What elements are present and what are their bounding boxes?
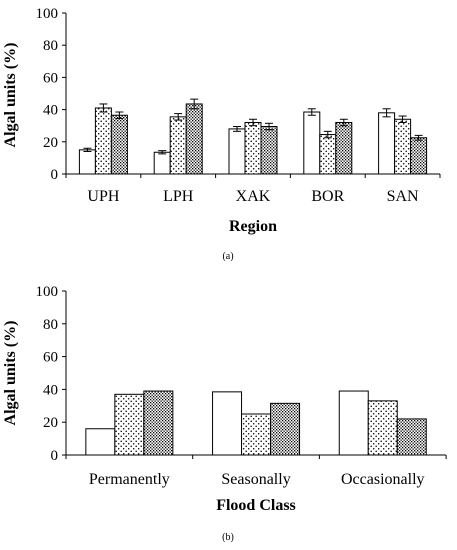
chart-a-caption: (a) xyxy=(222,251,233,262)
chart-b-bar-seasonally-blank xyxy=(212,391,243,456)
chart-b-y-tick-label: 40 xyxy=(43,382,58,398)
chart-a-y-tick-label: 60 xyxy=(43,70,58,86)
chart-b-caption: (b) xyxy=(222,532,234,543)
chart-a-category-label: SAN xyxy=(387,188,419,205)
chart-b-y-tick-label: 100 xyxy=(36,284,59,300)
chart-b-category-label: Permanently xyxy=(89,471,170,488)
chart-a-bar-uph-dotted xyxy=(94,107,112,175)
chart-b-y-tick-label: 0 xyxy=(51,448,59,464)
chart-b-bar-seasonally-dense-dotted xyxy=(270,402,301,456)
chart-a-y-tick-label: 20 xyxy=(43,135,58,151)
chart-a-y-tick-label: 40 xyxy=(43,103,58,119)
chart-b-bar-occasionally-dense-dotted xyxy=(396,418,427,456)
chart-b-y-axis-title: Algal units (%) xyxy=(2,321,19,426)
chart-a-x-axis-title: Region xyxy=(229,218,277,235)
chart-b-bar-permanently-dense-dotted xyxy=(143,390,174,456)
chart-a-bar-bor-dotted xyxy=(319,134,337,175)
chart-a-bar-lph-dotted xyxy=(169,116,187,175)
chart-b-bar-permanently-blank xyxy=(85,428,116,456)
chart-b-bar-occasionally-dotted xyxy=(367,400,398,456)
chart-b: 0 20 40 60 80 100 Permanently Seasonally Occasi… xyxy=(2,284,447,543)
chart-b-category-label: Seasonally xyxy=(221,471,290,488)
chart-a-bar-xak-dotted xyxy=(244,121,262,175)
chart-a-category-label: UPH xyxy=(87,188,119,205)
chart-a-category-label: LPH xyxy=(163,188,194,205)
chart-a-y-tick-label: 100 xyxy=(36,6,59,22)
chart-a-bar-san-blank xyxy=(378,112,396,175)
chart-b-y-tick-label: 60 xyxy=(43,350,58,366)
chart-a-bar-uph-dense-dotted xyxy=(110,114,128,175)
chart-a-category-label: XAK xyxy=(236,188,271,205)
chart-a: 0 20 40 60 80 100 UPH LPH XAK BOR SAN Region Alga… xyxy=(2,6,441,262)
chart-a-y-axis-title: Algal units (%) xyxy=(2,43,19,148)
chart-a-category-label: BOR xyxy=(311,188,344,205)
chart-a-y-tick-label: 0 xyxy=(51,167,59,183)
chart-a-bar-uph-blank xyxy=(78,149,96,175)
chart-b-x-axis-title: Flood Class xyxy=(216,497,296,514)
chart-a-bar-san-dense-dotted xyxy=(410,137,428,175)
chart-a-bar-lph-dense-dotted xyxy=(185,103,203,175)
chart-b-bar-occasionally-blank xyxy=(338,390,369,456)
chart-a-bar-bor-dense-dotted xyxy=(335,121,353,175)
chart-a-bar-san-dotted xyxy=(394,118,412,175)
chart-a-bar-lph-blank xyxy=(153,151,171,175)
chart-a-bar-xak-blank xyxy=(228,128,246,175)
chart-b-category-label: Occasionally xyxy=(341,471,425,488)
chart-a-y-tick-label: 80 xyxy=(43,38,58,54)
chart-b-bar-permanently-dotted xyxy=(114,393,145,456)
chart-a-bar-xak-dense-dotted xyxy=(260,126,278,175)
chart-b-y-tick-label: 80 xyxy=(43,317,58,333)
chart-b-y-tick-label: 20 xyxy=(43,415,58,431)
chart-a-bar-bor-blank xyxy=(303,111,321,175)
chart-b-bar-seasonally-dotted xyxy=(241,413,272,456)
